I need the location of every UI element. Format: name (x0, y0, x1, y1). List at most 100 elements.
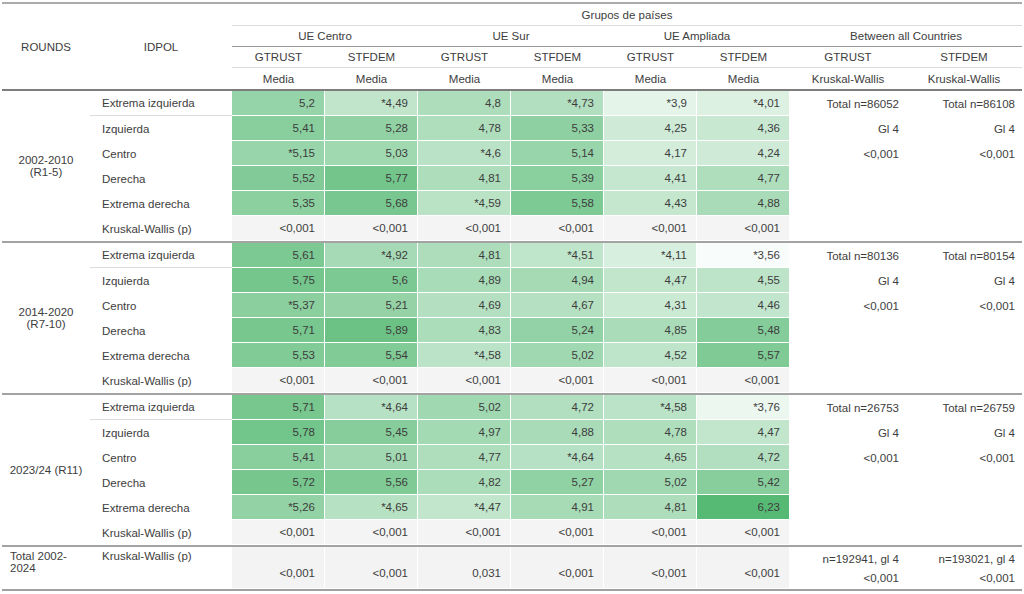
mean-value-cell: 5,2 (232, 91, 325, 116)
idpol-row: Derecha5,725,564,825,275,025,42 (90, 470, 1022, 495)
var-header: STFDEM (511, 51, 604, 63)
var-header: GTRUST (604, 51, 697, 63)
between-countries-stat: Gl 4 (906, 420, 1022, 445)
mean-value-cell: 4,77 (418, 445, 511, 470)
var-header: GTRUST (790, 51, 906, 63)
mean-value-cell: *4,59 (418, 191, 511, 216)
mean-value-cell: 4,17 (604, 141, 697, 166)
between-countries-stat: <0,001 (790, 141, 906, 166)
kruskal-wallis-row: Kruskal-Wallis (p)<0,001<0,001<0,001<0,0… (90, 216, 1022, 241)
between-countries-stat (906, 318, 1022, 343)
between-countries-stat (790, 470, 906, 495)
mean-value-cell: 4,85 (604, 318, 697, 343)
mean-value-cell: 4,83 (418, 318, 511, 343)
idpol-row: Extrema derecha*5,26*4,65*4,474,914,816,… (90, 495, 1022, 520)
mean-value-cell: 5,03 (325, 141, 418, 166)
mean-value-cell: 5,89 (325, 318, 418, 343)
kw-p-cell: <0,001 (604, 368, 697, 393)
table-title: Grupos de países (582, 9, 673, 21)
mean-value-cell: 5,6 (325, 268, 418, 293)
mean-value-cell: 5,61 (232, 243, 325, 268)
between-countries-stat: <0,001 (906, 293, 1022, 318)
mean-value-cell: *4,01 (697, 91, 790, 116)
mean-value-cell: 5,01 (325, 445, 418, 470)
mean-value-cell: 4,25 (604, 116, 697, 141)
kw-p-cell: <0,001 (511, 520, 604, 545)
kw-p-cell: <0,001 (418, 520, 511, 545)
kw-p-cell: <0,001 (232, 368, 325, 393)
var-header: STFDEM (325, 51, 418, 63)
mean-value-cell: *4,6 (418, 141, 511, 166)
kw-p-cell: <0,001 (325, 520, 418, 545)
idpol-label: Extrema izquierda (90, 243, 232, 268)
mean-value-cell: *4,58 (604, 395, 697, 420)
round-rows: Extrema izquierda5,2*4,494,8*4,73*3,9*4,… (90, 91, 1022, 241)
idpol-label: Extrema izquierda (90, 395, 232, 420)
idpol-row: Extrema derecha5,535,54*4,585,024,525,57 (90, 343, 1022, 368)
mean-value-cell: 4,43 (604, 191, 697, 216)
stat-line: <0,001 (980, 569, 1016, 588)
mean-value-cell: 4,94 (511, 268, 604, 293)
stat-header: Media (604, 73, 697, 85)
between-countries-stat: Total n=80154 (906, 243, 1022, 268)
kw-p-cell: <0,001 (325, 368, 418, 393)
kw-p-cell: <0,001 (418, 368, 511, 393)
kw-p-cell: 0,031 (418, 547, 511, 589)
header-group-row: UE Centro UE Sur UE Ampliada Between all… (232, 26, 1022, 47)
column-header-idpol: IDPOL (90, 41, 232, 53)
idpol-label: Centro (90, 141, 232, 166)
group-header-ue-centro: UE Centro (232, 30, 418, 42)
mean-value-cell: 5,75 (232, 268, 325, 293)
rounds-label: 2014-2020 (R7-10) (2, 243, 90, 393)
idpol-label: Centro (90, 445, 232, 470)
mean-value-cell: *4,58 (418, 343, 511, 368)
between-countries-stat: Gl 4 (790, 420, 906, 445)
between-countries-stat: <0,001 (906, 141, 1022, 166)
idpol-label: Izquierda (90, 116, 232, 141)
round-block: 2002-2010 (R1-5)Extrema izquierda5,2*4,4… (2, 91, 1022, 241)
mean-value-cell: 4,24 (697, 141, 790, 166)
header-title-row: Grupos de países (232, 4, 1022, 26)
idpol-row: Extrema izquierda5,61*4,924,81*4,51*4,11… (90, 243, 1022, 268)
round-block: 2014-2020 (R7-10)Extrema izquierda5,61*4… (2, 241, 1022, 393)
idpol-row: Extrema izquierda5,71*4,645,024,72*4,58*… (90, 395, 1022, 420)
between-countries-stat (906, 470, 1022, 495)
mean-value-cell: 5,54 (325, 343, 418, 368)
mean-value-cell: 5,78 (232, 420, 325, 445)
mean-value-cell: *4,64 (325, 395, 418, 420)
total-row: Total 2002-2024Kruskal-Wallis (p)<0,001<… (2, 545, 1022, 591)
mean-value-cell: *3,9 (604, 91, 697, 116)
kw-p-cell: <0,001 (232, 547, 325, 589)
between-countries-stat: n=193021, gl 4<0,001 (906, 547, 1022, 589)
mean-value-cell: 4,89 (418, 268, 511, 293)
mean-value-cell: 4,81 (604, 495, 697, 520)
mean-value-cell: 5,53 (232, 343, 325, 368)
mean-value-cell: 5,71 (232, 318, 325, 343)
table-body: 2002-2010 (R1-5)Extrema izquierda5,2*4,4… (2, 91, 1022, 545)
between-countries-stat (790, 191, 906, 216)
stat-header: Kruskal-Wallis (790, 73, 906, 85)
header-variable-row: GTRUST STFDEM GTRUST STFDEM GTRUST STFDE… (232, 47, 1022, 68)
mean-value-cell: 4,67 (511, 293, 604, 318)
mean-value-cell: 5,45 (325, 420, 418, 445)
mean-value-cell: *4,47 (418, 495, 511, 520)
mean-value-cell: *5,26 (232, 495, 325, 520)
between-countries-stat (906, 495, 1022, 520)
stat-header: Media (511, 73, 604, 85)
kw-p-cell: <0,001 (511, 368, 604, 393)
column-header-rounds: ROUNDS (2, 41, 90, 53)
mean-value-cell: 5,02 (604, 470, 697, 495)
stat-header: Kruskal-Wallis (906, 73, 1022, 85)
idpol-label: Derecha (90, 470, 232, 495)
header-right: Grupos de países UE Centro UE Sur UE Amp… (232, 4, 1022, 89)
mean-value-cell: 4,36 (697, 116, 790, 141)
mean-value-cell: 5,41 (232, 116, 325, 141)
idpol-row: Centro5,415,014,77*4,644,654,72<0,001<0,… (90, 445, 1022, 470)
mean-value-cell: 5,02 (418, 395, 511, 420)
group-header-ue-ampliada: UE Ampliada (604, 30, 790, 42)
idpol-label: Extrema derecha (90, 191, 232, 216)
idpol-label: Centro (90, 293, 232, 318)
mean-value-cell: 4,41 (604, 166, 697, 191)
mean-value-cell: 5,35 (232, 191, 325, 216)
mean-value-cell: 4,31 (604, 293, 697, 318)
